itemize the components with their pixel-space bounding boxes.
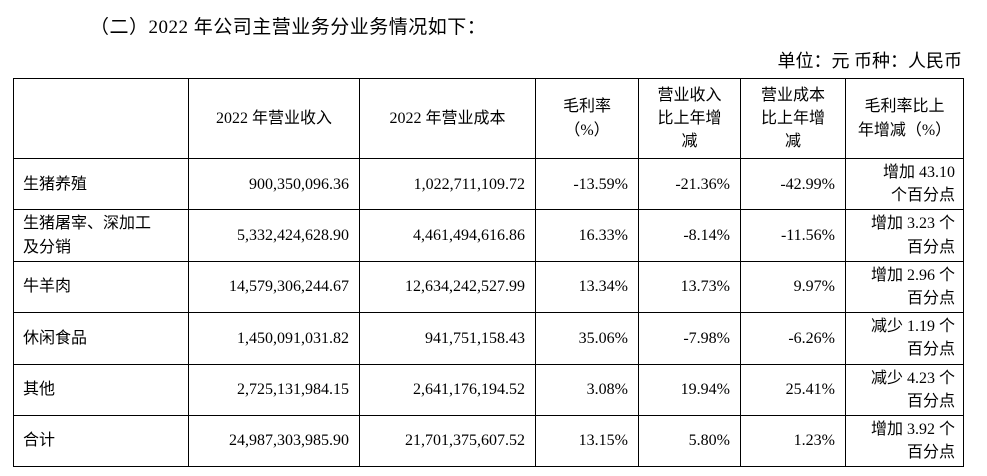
margin-yoy-cell: 减少 4.23 个 百分点 (845, 363, 964, 416)
business-segments-table: 2022 年营业收入 2022 年营业成本 毛利率 （%） 营业收入 比上年增 … (13, 78, 964, 468)
header-row: 2022 年营业收入 2022 年营业成本 毛利率 （%） 营业收入 比上年增 … (13, 78, 964, 159)
revenue-cell: 1,450,091,031.82 (188, 312, 360, 365)
revenue-yoy-cell: -21.36% (638, 157, 741, 211)
table-row-total: 合计 24,987,303,985.90 21,701,375,607.52 1… (13, 414, 964, 468)
revenue-yoy-cell: -8.14% (638, 209, 741, 262)
cost-yoy-cell: 9.97% (740, 260, 846, 314)
cost-cell: 12,634,242,527.99 (359, 260, 536, 314)
header-cost: 2022 年营业成本 (359, 78, 536, 159)
gross-margin-cell: 35.06% (535, 312, 639, 365)
cost-cell: 2,641,176,194.52 (359, 363, 536, 416)
margin-yoy-cell: 减少 1.19 个 百分点 (845, 312, 964, 365)
gross-margin-cell: 13.34% (535, 260, 639, 314)
table-row-beef-mutton: 牛羊肉 14,579,306,244.67 12,634,242,527.99 … (13, 260, 964, 314)
margin-yoy-cell: 增加 2.96 个 百分点 (845, 260, 964, 314)
category-cell: 其他 (13, 363, 189, 416)
revenue-yoy-cell: -7.98% (638, 312, 741, 365)
revenue-yoy-cell: 5.80% (638, 414, 741, 468)
table-row-other: 其他 2,725,131,984.15 2,641,176,194.52 3.0… (13, 363, 964, 416)
cost-yoy-cell: -11.56% (740, 209, 846, 262)
header-gross-margin: 毛利率 （%） (535, 78, 639, 159)
header-revenue: 2022 年营业收入 (188, 78, 360, 159)
gross-margin-cell: -13.59% (535, 157, 639, 211)
gross-margin-cell: 16.33% (535, 209, 639, 262)
revenue-cell: 2,725,131,984.15 (188, 363, 360, 416)
table-row-pig-farming: 生猪养殖 900,350,096.36 1,022,711,109.72 -13… (13, 157, 964, 211)
category-cell: 生猪屠宰、深加工 及分销 (13, 209, 189, 262)
header-margin-yoy: 毛利率比上 年增减（%） (845, 78, 964, 159)
category-cell: 牛羊肉 (13, 260, 189, 314)
margin-yoy-cell: 增加 3.23 个 百分点 (845, 209, 964, 262)
revenue-cell: 5,332,424,628.90 (188, 209, 360, 262)
table-row-leisure-food: 休闲食品 1,450,091,031.82 941,751,158.43 35.… (13, 312, 964, 365)
cost-cell: 4,461,494,616.86 (359, 209, 536, 262)
header-cost-yoy: 营业成本 比上年增 减 (740, 78, 846, 159)
cost-yoy-cell: -42.99% (740, 157, 846, 211)
gross-margin-cell: 13.15% (535, 414, 639, 468)
page-title: （二）2022 年公司主营业务分业务情况如下： (90, 17, 487, 38)
margin-yoy-cell: 增加 3.92 个 百分点 (845, 414, 964, 468)
revenue-cell: 24,987,303,985.90 (188, 414, 360, 468)
revenue-yoy-cell: 13.73% (638, 260, 741, 314)
category-cell: 合计 (13, 414, 189, 468)
gross-margin-cell: 3.08% (535, 363, 639, 416)
revenue-cell: 900,350,096.36 (188, 157, 360, 211)
cost-cell: 1,022,711,109.72 (359, 157, 536, 211)
cost-yoy-cell: 25.41% (740, 363, 846, 416)
cost-yoy-cell: -6.26% (740, 312, 846, 365)
revenue-yoy-cell: 19.94% (638, 363, 741, 416)
revenue-cell: 14,579,306,244.67 (188, 260, 360, 314)
header-revenue-yoy: 营业收入 比上年增 减 (638, 78, 741, 159)
category-cell: 生猪养殖 (13, 157, 189, 211)
cost-yoy-cell: 1.23% (740, 414, 846, 468)
cost-cell: 941,751,158.43 (359, 312, 536, 365)
header-category (13, 78, 189, 159)
margin-yoy-cell: 增加 43.10 个百分点 (845, 157, 964, 211)
table-row-slaughter-processing: 生猪屠宰、深加工 及分销 5,332,424,628.90 4,461,494,… (13, 209, 964, 262)
category-cell: 休闲食品 (13, 312, 189, 365)
unit-currency-note: 单位：元 币种：人民币 (777, 51, 963, 71)
cost-cell: 21,701,375,607.52 (359, 414, 536, 468)
